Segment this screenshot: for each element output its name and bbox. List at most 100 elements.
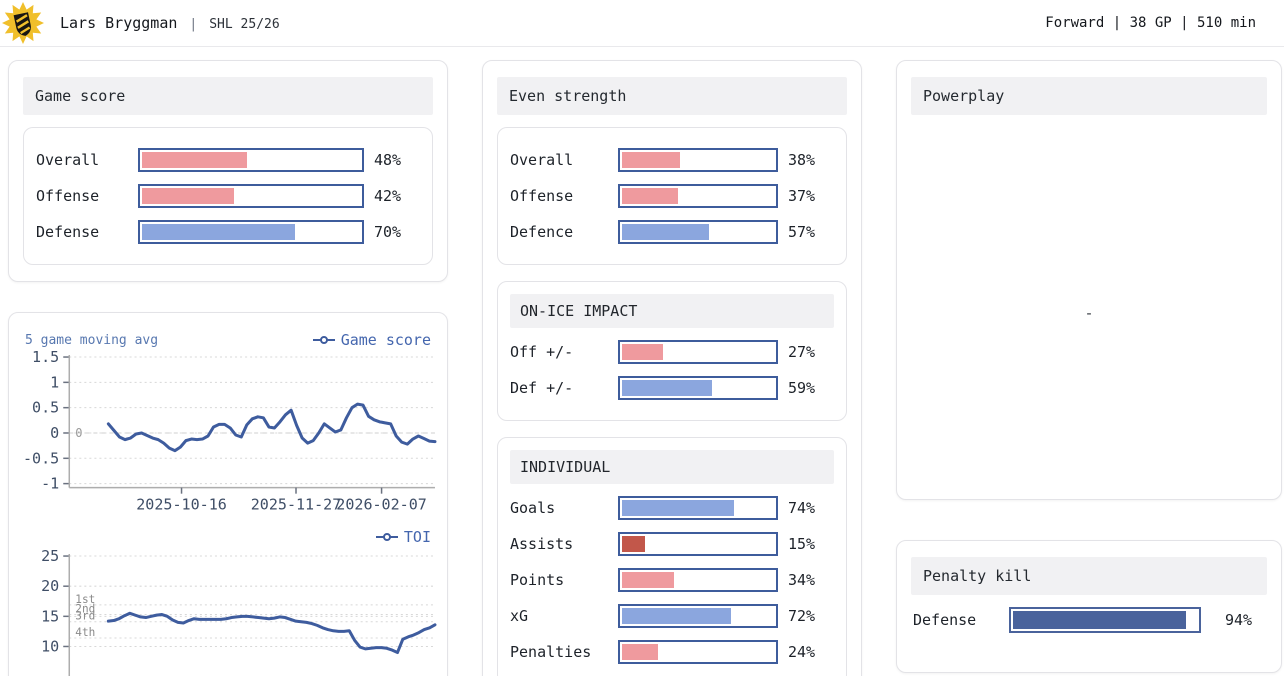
stat-value: 94% bbox=[1225, 611, 1253, 629]
stat-label: Points bbox=[510, 571, 565, 589]
game-score-bars: Overall 48% Offense 42% Defense 70% bbox=[23, 127, 433, 265]
stat-value: 74% bbox=[788, 499, 816, 517]
stat-bar bbox=[138, 148, 364, 172]
legend-label: TOI bbox=[403, 527, 431, 546]
stat-value: 34% bbox=[788, 571, 816, 589]
powerplay-title: Powerplay bbox=[911, 77, 1267, 115]
on-ice-impact-bars: Off +/- 27% Def +/- 59% bbox=[510, 340, 834, 400]
svg-text:15: 15 bbox=[41, 607, 59, 625]
stat-bar-fill bbox=[622, 644, 659, 660]
stat-bar bbox=[618, 376, 778, 400]
svg-text:2nd: 2nd bbox=[75, 602, 95, 615]
stat-row: Def +/- 59% bbox=[510, 376, 834, 400]
stat-bar bbox=[138, 184, 364, 208]
svg-text:0.5: 0.5 bbox=[32, 399, 59, 417]
league-season: SHL 25/26 bbox=[209, 17, 280, 32]
column-special-teams: Powerplay - Penalty kill Defense 94% bbox=[896, 60, 1282, 676]
stat-bar-fill bbox=[142, 188, 234, 204]
stat-bar-fill bbox=[622, 344, 664, 360]
game-score-line-chart: 1.5 1 0.5 0 -0.5 -1 0 2025-10-16 2025-11-272026-… bbox=[23, 349, 437, 514]
stat-label: Def +/- bbox=[510, 379, 574, 397]
stat-bar-fill bbox=[622, 500, 735, 516]
stat-bar bbox=[618, 640, 778, 664]
stat-row: Penalties 24% bbox=[510, 640, 834, 664]
legend-toi[interactable]: TOI bbox=[375, 527, 431, 546]
stat-row: Overall 38% bbox=[510, 148, 834, 172]
trend-chart-card: 5 game moving avg Game score 1.5 1 0.5 0 -0.… bbox=[8, 312, 448, 676]
stat-row: Defence 57% bbox=[510, 220, 834, 244]
stat-bar-fill bbox=[622, 188, 679, 204]
stat-label: Overall bbox=[36, 151, 100, 169]
stat-label: Defence bbox=[510, 223, 574, 241]
stat-row: Offense 42% bbox=[36, 184, 420, 208]
legend-label: Game score bbox=[340, 331, 431, 349]
stat-label: Offense bbox=[36, 187, 100, 205]
stat-bar-fill bbox=[622, 380, 712, 396]
chart-header-row: TOI bbox=[13, 518, 439, 546]
stat-label: Penalties bbox=[510, 643, 592, 661]
stat-bar bbox=[618, 496, 778, 520]
stat-value: 72% bbox=[788, 607, 816, 625]
even-strength-card: Even strength Overall 38% Offense 37% Defenc… bbox=[482, 60, 862, 676]
stat-value: 48% bbox=[374, 151, 402, 169]
game-score-title: Game score bbox=[23, 77, 433, 115]
stat-bar-fill bbox=[1013, 611, 1186, 629]
svg-text:1.5: 1.5 bbox=[32, 349, 59, 366]
stat-row: xG 72% bbox=[510, 604, 834, 628]
powerplay-card: Powerplay - bbox=[896, 60, 1282, 500]
stat-value: 38% bbox=[788, 151, 816, 169]
stat-row: Overall 48% bbox=[36, 148, 420, 172]
column-game-score: Game score Overall 48% Offense 42% Defense 70… bbox=[8, 60, 448, 676]
stat-label: Overall bbox=[510, 151, 574, 169]
legend-game-score[interactable]: Game score bbox=[312, 331, 431, 349]
stat-bar bbox=[618, 340, 778, 364]
stat-bar bbox=[618, 604, 778, 628]
stat-row: Assists 15% bbox=[510, 532, 834, 556]
svg-text:20: 20 bbox=[41, 577, 59, 595]
even-strength-bars: Overall 38% Offense 37% Defence 57% bbox=[497, 127, 847, 265]
page-title: Lars Bryggman | SHL 25/26 bbox=[60, 14, 280, 32]
svg-text:2025-10-16: 2025-10-16 bbox=[136, 496, 227, 514]
player-meta: Forward | 38 GP | 510 min bbox=[1045, 15, 1256, 31]
game-score-card: Game score Overall 48% Offense 42% Defense 70… bbox=[8, 60, 448, 282]
stat-value: 37% bbox=[788, 187, 816, 205]
stat-bar bbox=[1009, 607, 1201, 633]
svg-text:-0.5: -0.5 bbox=[23, 449, 59, 467]
stat-bar-fill bbox=[622, 152, 680, 168]
stat-bar-fill bbox=[142, 224, 295, 240]
stat-value: 27% bbox=[788, 343, 816, 361]
svg-text:4th: 4th bbox=[75, 626, 95, 639]
penalty-kill-title: Penalty kill bbox=[911, 557, 1267, 595]
stat-bar-fill bbox=[622, 608, 732, 624]
stat-value: 70% bbox=[374, 223, 402, 241]
stat-bar bbox=[618, 148, 778, 172]
svg-text:1st: 1st bbox=[75, 593, 95, 606]
on-ice-impact-title: ON-ICE IMPACT bbox=[510, 294, 834, 328]
stat-row: Off +/- 27% bbox=[510, 340, 834, 364]
svg-text:25: 25 bbox=[41, 547, 59, 565]
stat-row: Defense 94% bbox=[913, 607, 1265, 633]
powerplay-empty-value: - bbox=[1084, 304, 1094, 322]
stat-bar bbox=[618, 532, 778, 556]
toi-line-chart: 252015101st2nd3rd4th2025-10-162025-11-27… bbox=[41, 547, 437, 676]
penalty-kill-card: Penalty kill Defense 94% bbox=[896, 540, 1282, 673]
individual-section: INDIVIDUAL Goals 74% Assists 15% Points 34% xG… bbox=[497, 437, 847, 676]
svg-text:0: 0 bbox=[75, 426, 82, 440]
stat-value: 15% bbox=[788, 535, 816, 553]
stat-bar bbox=[138, 220, 364, 244]
svg-text:10: 10 bbox=[41, 637, 59, 655]
stat-label: Defense bbox=[913, 611, 977, 629]
top-bar: Lars Bryggman | SHL 25/26 Forward | 38 G… bbox=[0, 0, 1284, 47]
stat-row: Offense 37% bbox=[510, 184, 834, 208]
stat-label: xG bbox=[510, 607, 529, 625]
stat-row: Defense 70% bbox=[36, 220, 420, 244]
stat-row: Goals 74% bbox=[510, 496, 834, 520]
individual-title: INDIVIDUAL bbox=[510, 450, 834, 484]
svg-text:0: 0 bbox=[50, 424, 59, 442]
stat-value: 59% bbox=[788, 379, 816, 397]
stat-label: Offense bbox=[510, 187, 574, 205]
stat-bar-fill bbox=[142, 152, 247, 168]
legend-line-marker-icon bbox=[375, 532, 398, 541]
svg-text:3rd: 3rd bbox=[75, 610, 95, 623]
on-ice-impact-section: ON-ICE IMPACT Off +/- 27% Def +/- 59% bbox=[497, 281, 847, 421]
